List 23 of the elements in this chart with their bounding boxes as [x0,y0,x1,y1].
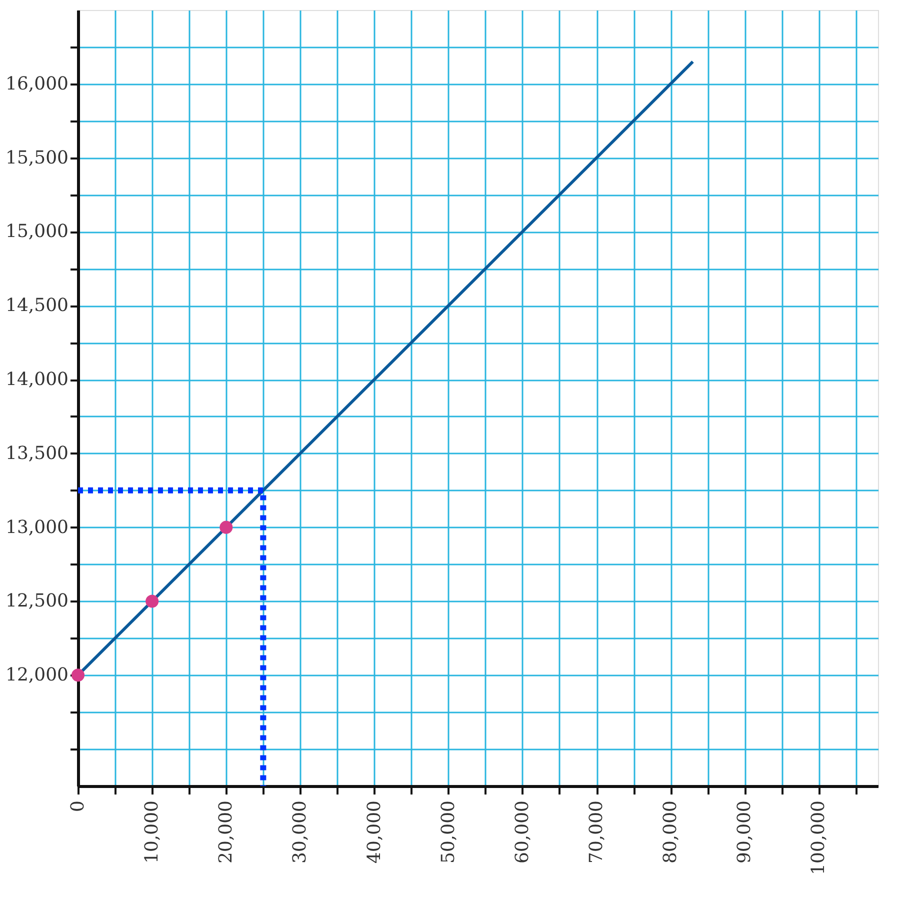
point [146,594,159,608]
y-tick-label: 12,500 [6,590,68,612]
x-tick-label: 0 [68,800,88,812]
y-tick-label: 15,000 [6,221,68,242]
point [220,520,233,534]
y-tick-label: 14,000 [6,369,68,390]
y-tick-label: 12,000 [6,664,68,686]
x-tick-label: 20,000 [216,800,237,864]
y-tick-label: 15,500 [6,147,68,168]
x-tick-label: 50,000 [438,800,459,864]
x-tick-label: 40,000 [364,800,385,864]
x-tick-label: 10,000 [142,800,163,864]
x-tick-label: 70,000 [586,800,608,864]
point [71,668,85,682]
y-tick-label: 16,000 [6,73,68,94]
x-tick-label: 100,000 [808,800,830,875]
x-tick-label: 90,000 [734,800,756,864]
x-tick-label: 80,000 [660,800,682,864]
x-tick-label: 60,000 [512,800,533,864]
y-tick-label: 14,500 [6,295,68,316]
y-tick-label: 13,500 [6,442,68,464]
x-tick-label: 30,000 [290,800,311,864]
y-tick-label: 13,000 [6,516,68,538]
